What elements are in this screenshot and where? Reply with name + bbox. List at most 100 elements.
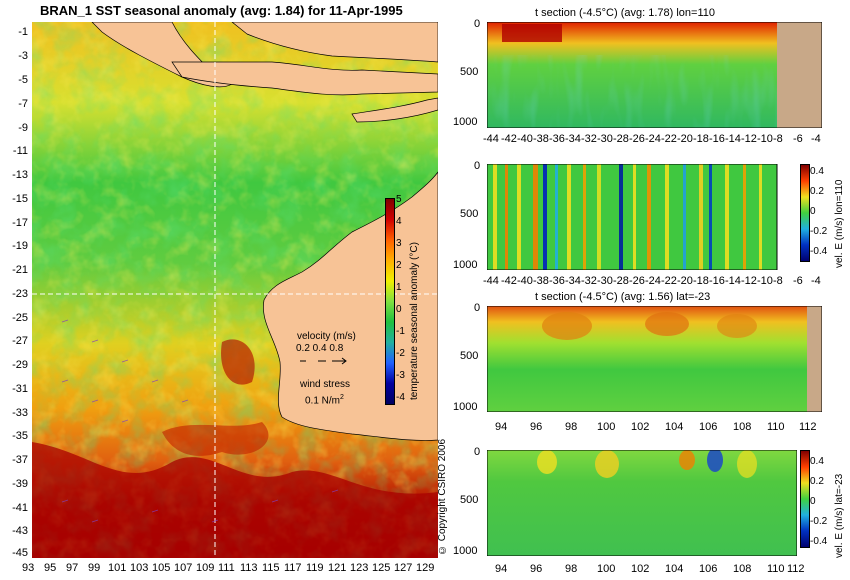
panel4-x-tick: 108	[733, 563, 752, 575]
panel1-section-plot	[487, 22, 822, 128]
panel1-x-tick: -32	[581, 133, 597, 145]
panel2-x-tick: -34	[565, 275, 581, 287]
lon-tick: 127	[394, 562, 413, 574]
lat-tick: -13	[12, 169, 28, 181]
panel2-x-tick: -10	[757, 275, 773, 287]
lat-tick: -37	[12, 454, 28, 466]
colorbar-tick: 5	[396, 194, 402, 205]
sst-anomaly-map	[32, 22, 438, 558]
panel2-y-tick: 0	[474, 160, 481, 172]
panel4-x-tick: 98	[565, 563, 578, 575]
wind-scale-exponent: 2	[340, 394, 344, 401]
panel3-x-tick: 112	[799, 421, 817, 433]
warm-anomaly-region	[32, 442, 438, 558]
panel1-x-tick: -8	[773, 133, 783, 145]
panel4-colorbar-tick: -0.4	[810, 536, 828, 547]
panel4-x-tick: 112	[787, 563, 805, 575]
lon-tick: 119	[306, 562, 324, 574]
panel3-x-tick: 100	[597, 421, 616, 433]
lat-tick: -45	[12, 547, 28, 559]
panel2-x-tick: -22	[661, 275, 677, 287]
map-title: BRAN_1 SST seasonal anomaly (avg: 1.84) …	[40, 3, 403, 18]
panel1-x-tick: -22	[661, 133, 677, 145]
panel2-x-tick: -12	[741, 275, 757, 287]
panel1-x-tick: -38	[533, 133, 549, 145]
panel2-colorbar-tick: -0.4	[810, 246, 828, 257]
lon-tick: 129	[416, 562, 435, 574]
panel1-x-tick: -36	[549, 133, 565, 145]
panel4-colorbar-ticks: 0.4 0.2 0 -0.2 -0.4	[810, 450, 832, 550]
panel2-x-tick: -42	[501, 275, 517, 287]
panel1-y-tick: 500	[460, 66, 479, 78]
panel1-x-tick: -28	[613, 133, 629, 145]
borneo-landmass	[231, 22, 438, 63]
panel4-x-tick: 106	[699, 563, 718, 575]
panel2-colorbar	[800, 164, 810, 262]
panel2-colorbar-ticks: 0.4 0.2 0 -0.2 -0.4	[810, 164, 832, 264]
panel1-x-tick: -10	[757, 133, 773, 145]
lat-tick: -39	[12, 478, 28, 490]
panel1-x-tick: -16	[709, 133, 725, 145]
velocity-legend-label: velocity (m/s)	[297, 331, 356, 342]
panel3-x-tick: 102	[631, 421, 650, 433]
lat-tick: -3	[18, 50, 28, 62]
lat-tick: -31	[12, 383, 28, 395]
panel2-colorbar-tick: 0.4	[810, 166, 824, 177]
panel3-x-tick: 96	[530, 421, 543, 433]
java-landmass	[171, 61, 438, 96]
panel1-x-tick: -4	[811, 133, 821, 145]
panel1-x-tick: -44	[483, 133, 499, 145]
lat-tick: -33	[12, 407, 28, 419]
panel4-y-tick: 500	[460, 494, 479, 506]
lat-tick: -5	[18, 74, 28, 86]
sst-colorbar	[385, 198, 395, 405]
panel4-y-tick: 1000	[453, 545, 478, 557]
panel4-colorbar	[800, 450, 810, 548]
panel3-x-tick: 104	[665, 421, 684, 433]
lon-tick: 115	[262, 562, 280, 574]
panel2-x-tick: -18	[693, 275, 709, 287]
lon-tick: 101	[108, 562, 127, 574]
panel2-x-tick: -4	[811, 275, 821, 287]
panel2-x-tick: -36	[549, 275, 565, 287]
panel3-x-tick: 110	[767, 421, 785, 433]
velocity-vectors	[61, 319, 339, 523]
panel3-land	[807, 306, 822, 412]
lat-tick: -17	[12, 217, 28, 229]
panel2-x-tick: -32	[581, 275, 597, 287]
panel1-x-tick: -14	[725, 133, 741, 145]
panel3-x-tick: 106	[699, 421, 718, 433]
lon-tick: 93	[22, 562, 35, 574]
panel2-y-tick: 500	[460, 208, 479, 220]
panel4-x-axis: 94 96 98 100 102 104 106 108 110 112	[487, 563, 822, 577]
panel4-colorbar-tick: -0.2	[810, 516, 828, 527]
panel1-x-tick: -24	[645, 133, 661, 145]
panel1-land	[777, 22, 822, 128]
panel2-x-tick: -28	[613, 275, 629, 287]
panel1-x-tick: -12	[741, 133, 757, 145]
panel1-x-tick: -30	[597, 133, 613, 145]
panel1-x-tick: -6	[793, 133, 803, 145]
panel1-y-tick: 1000	[453, 116, 478, 128]
panel2-x-tick: -14	[725, 275, 741, 287]
panel2-x-tick: -38	[533, 275, 549, 287]
lon-tick: 111	[218, 562, 235, 574]
panel3-x-tick: 98	[565, 421, 578, 433]
lat-tick: -23	[12, 288, 28, 300]
wind-stress-legend-scale: 0.1 N/m2	[305, 394, 344, 406]
panel2-x-tick: -44	[483, 275, 499, 287]
panel4-x-tick: 96	[530, 563, 543, 575]
panel3-y-tick: 500	[460, 350, 479, 362]
panel2-x-tick: -8	[773, 275, 783, 287]
panel1-y-tick: 0	[474, 18, 481, 30]
panel1-x-tick: -20	[677, 133, 693, 145]
panel2-x-axis: -44 -42 -40 -38 -36 -34 -32 -30 -28 -26 …	[483, 275, 822, 289]
panel3-x-axis: 94 96 98 100 102 104 106 108 110 112	[487, 421, 822, 435]
copyright-notice: © Copyright CSIRO 2006	[437, 438, 448, 555]
lat-tick: -29	[12, 359, 28, 371]
panel1-x-tick: -42	[501, 133, 517, 145]
lat-tick: -15	[12, 193, 28, 205]
panel4-x-tick: 94	[495, 563, 508, 575]
panel2-x-tick: -16	[709, 275, 725, 287]
panel4-colorbar-tick: 0	[810, 496, 816, 507]
